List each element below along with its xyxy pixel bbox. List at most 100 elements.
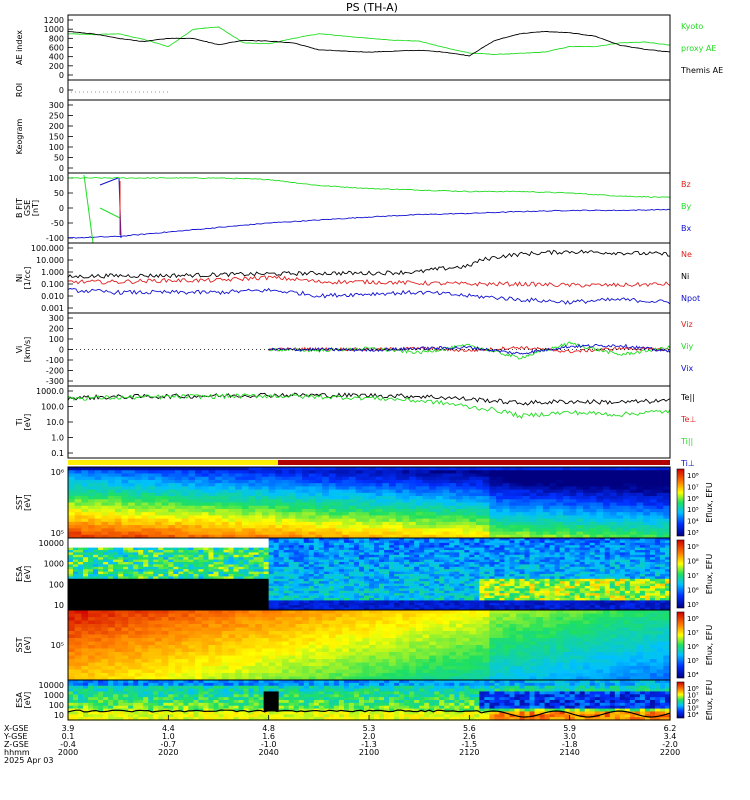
heat-cell — [629, 496, 638, 500]
heat-cell — [141, 534, 149, 539]
heat-cell — [399, 593, 405, 597]
heat-cell — [88, 496, 96, 500]
heat-cell — [479, 547, 485, 551]
heat-cell — [504, 588, 511, 592]
heat-cell — [218, 566, 225, 570]
heat-cell — [424, 552, 430, 556]
heat-cell — [464, 550, 470, 553]
heat-cell — [298, 566, 305, 570]
heat-cell — [479, 607, 485, 611]
heat-cell — [123, 562, 129, 565]
heat-cell — [134, 476, 143, 481]
heat-cell — [562, 499, 571, 504]
heat-cell — [369, 559, 375, 563]
heat-cell — [161, 515, 169, 520]
heat-cell — [369, 528, 377, 533]
heat-cell — [302, 505, 310, 510]
heat-cell — [504, 545, 511, 549]
heat-cell — [419, 547, 425, 551]
heat-cell — [404, 547, 410, 551]
heat-cell — [101, 492, 109, 497]
heat-cell — [74, 508, 82, 513]
heat-cell — [188, 583, 195, 587]
heat-cell — [335, 508, 343, 513]
heat-cell — [449, 473, 457, 478]
heat-cell — [108, 479, 116, 484]
heat-cell — [215, 508, 223, 513]
heat-cell — [238, 540, 245, 544]
heat-cell — [208, 600, 215, 604]
heat-cell — [282, 483, 290, 487]
heat-cell — [313, 605, 320, 609]
legend-entry: Ti⊥ — [680, 459, 695, 468]
heat-cell — [442, 534, 450, 539]
heat-cell — [168, 496, 176, 500]
heat-cell — [499, 538, 506, 541]
heat-cell — [108, 559, 114, 563]
heat-cell — [223, 547, 230, 551]
heat-cell — [268, 600, 275, 604]
heat-cell — [514, 593, 521, 597]
heat-cell — [253, 557, 260, 561]
heat-cell — [358, 593, 365, 597]
heat-cell — [238, 581, 245, 585]
heat-cell — [484, 557, 490, 561]
heat-cell — [221, 508, 230, 513]
heat-cell — [529, 508, 537, 513]
heat-cell — [384, 586, 390, 589]
heat-cell — [74, 483, 82, 487]
y-axis-label: GSE — [23, 200, 32, 216]
heat-cell — [255, 534, 263, 539]
heat-cell — [576, 483, 584, 487]
heat-cell — [78, 595, 84, 599]
heat-cell — [529, 547, 536, 551]
heat-cell — [253, 559, 260, 563]
heat-cell — [121, 515, 129, 520]
heat-cell — [188, 476, 196, 481]
heat-cell — [148, 518, 156, 523]
heat-cell — [268, 486, 276, 491]
heat-cell — [389, 586, 395, 589]
heat-cell — [534, 607, 541, 611]
heat-cell — [363, 578, 370, 582]
heat-cell — [143, 605, 149, 609]
heat-cell — [248, 578, 255, 582]
heat-cell — [298, 598, 305, 601]
heat-cell — [464, 545, 470, 549]
heat-cell — [504, 538, 511, 541]
heat-cell — [342, 499, 350, 504]
heat-cell — [348, 502, 357, 507]
heat-cell — [78, 578, 84, 582]
heat-cell — [315, 531, 323, 536]
heat-cell — [88, 581, 94, 585]
heat-cell — [233, 562, 240, 565]
heat-cell — [303, 581, 310, 585]
heat-cell — [536, 515, 544, 520]
heat-cell — [522, 483, 531, 487]
heat-cell — [328, 473, 337, 478]
heat-cell — [134, 473, 143, 478]
heat-cell — [454, 538, 460, 541]
heat-cell — [315, 489, 323, 494]
heat-cell — [238, 574, 245, 577]
heat-cell — [68, 562, 74, 565]
heat-cell — [509, 496, 517, 500]
heat-cell — [369, 531, 377, 536]
heat-cell — [404, 595, 410, 599]
heat-cell — [569, 525, 577, 529]
heat-cell — [415, 479, 424, 484]
heat-cell — [241, 534, 250, 539]
heat-cell — [183, 576, 189, 580]
heat-cell — [534, 602, 541, 606]
heat-cell — [261, 492, 270, 497]
heat-cell — [544, 550, 551, 553]
heat-cell — [415, 470, 424, 475]
heat-cell — [609, 512, 618, 517]
heat-cell — [248, 489, 256, 494]
heat-cell — [649, 470, 658, 475]
heat-cell — [241, 518, 250, 523]
heat-cell — [489, 502, 497, 507]
heat-cell — [143, 545, 149, 549]
heat-cell — [534, 595, 541, 599]
heat-cell — [113, 542, 119, 546]
